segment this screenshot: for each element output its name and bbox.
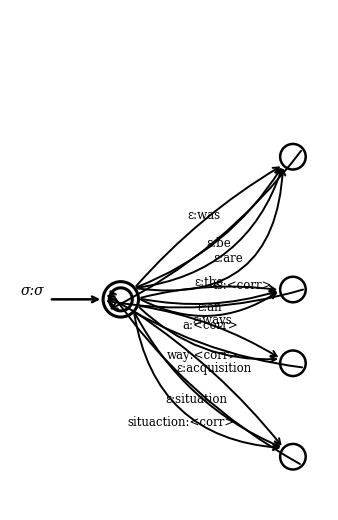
FancyArrowPatch shape [141, 286, 275, 297]
FancyArrowPatch shape [139, 307, 276, 362]
FancyArrowPatch shape [134, 314, 279, 450]
FancyArrowPatch shape [137, 169, 281, 287]
Text: ε:an: ε:an [197, 301, 222, 314]
Text: ε:acquisition: ε:acquisition [176, 362, 252, 375]
Text: is:<corr>: is:<corr> [213, 279, 272, 292]
FancyArrowPatch shape [111, 292, 300, 464]
Text: σ:σ: σ:σ [21, 284, 44, 298]
Text: way:<corr>: way:<corr> [167, 349, 240, 362]
Text: ε:the: ε:the [194, 276, 223, 289]
FancyArrowPatch shape [141, 293, 276, 316]
Text: situaction:<corr>: situaction:<corr> [128, 416, 235, 429]
Text: ε:was: ε:was [187, 209, 220, 222]
FancyArrowPatch shape [137, 170, 283, 288]
FancyArrowPatch shape [108, 290, 303, 307]
Text: a:<corr>: a:<corr> [183, 319, 238, 332]
FancyArrowPatch shape [136, 167, 279, 286]
Text: ε:ways: ε:ways [192, 314, 232, 327]
FancyArrowPatch shape [140, 306, 277, 356]
FancyArrowPatch shape [135, 314, 279, 447]
FancyArrowPatch shape [136, 313, 281, 444]
Text: ε:are: ε:are [214, 252, 243, 265]
FancyArrowPatch shape [141, 291, 275, 304]
FancyArrowPatch shape [108, 296, 302, 368]
FancyArrowPatch shape [112, 151, 301, 308]
FancyArrowPatch shape [137, 170, 285, 291]
Text: ε:be: ε:be [207, 237, 232, 250]
Text: ε:situation: ε:situation [165, 393, 227, 406]
